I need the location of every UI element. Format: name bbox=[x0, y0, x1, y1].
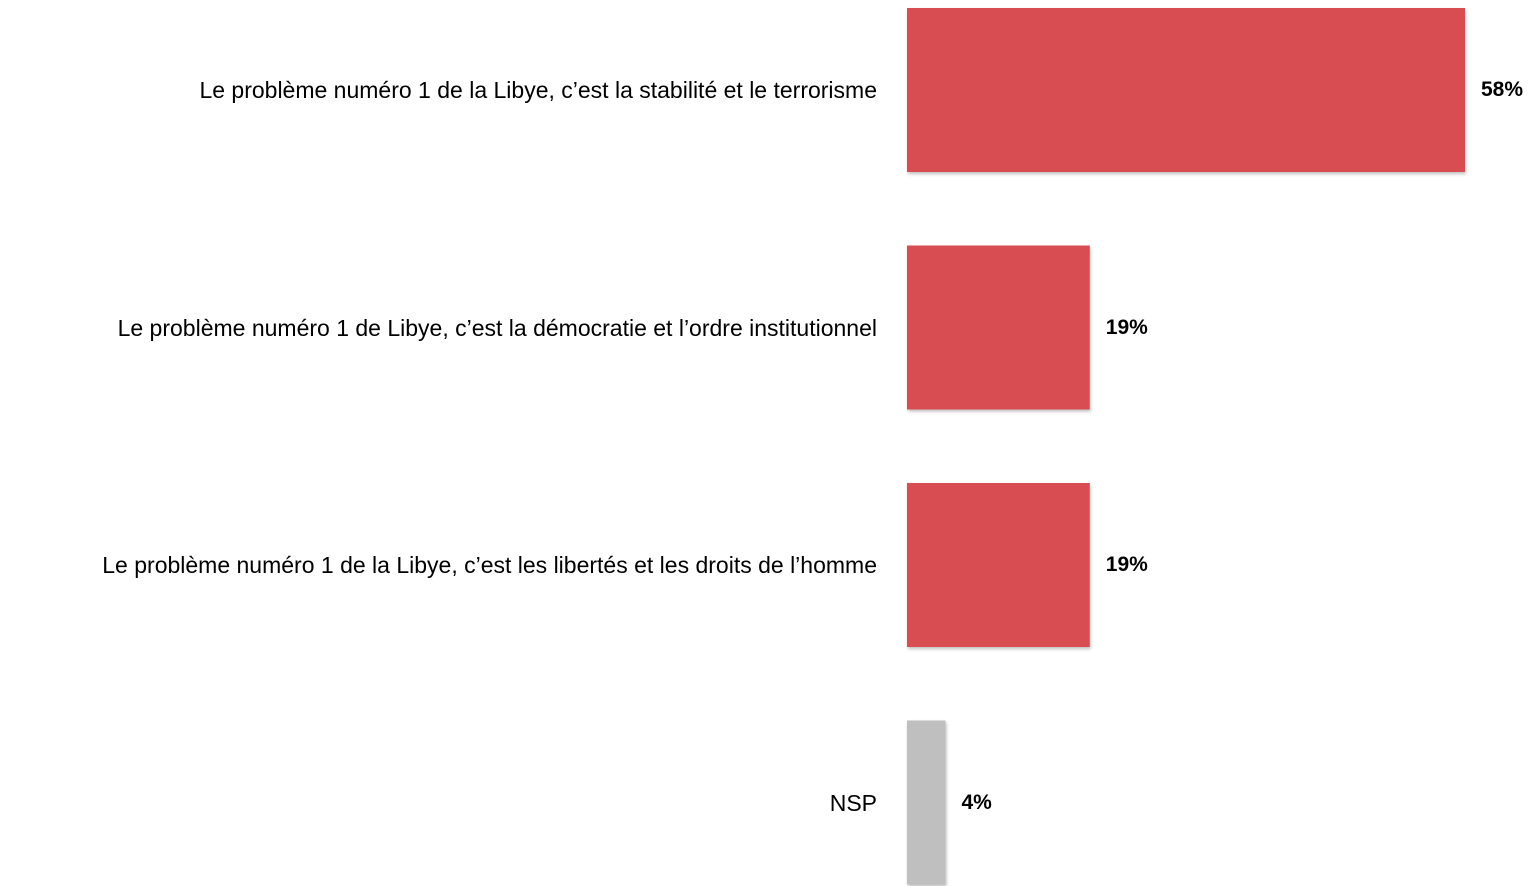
value-label: 58% bbox=[1481, 78, 1524, 101]
category-label: Le problème numéro 1 de Libye, c’est la … bbox=[117, 314, 877, 341]
bar bbox=[907, 483, 1090, 647]
value-label: 19% bbox=[1105, 315, 1148, 339]
value-label: 4% bbox=[961, 790, 992, 814]
bar bbox=[907, 245, 1090, 410]
value-label: 19% bbox=[1105, 553, 1148, 576]
bar bbox=[907, 8, 1465, 172]
category-label: Le problème numéro 1 de la Libye, c’est … bbox=[102, 552, 877, 578]
category-label: Le problème numéro 1 de la Libye, c’est … bbox=[199, 77, 877, 103]
bar bbox=[907, 720, 946, 885]
category-label: NSP bbox=[829, 789, 877, 816]
